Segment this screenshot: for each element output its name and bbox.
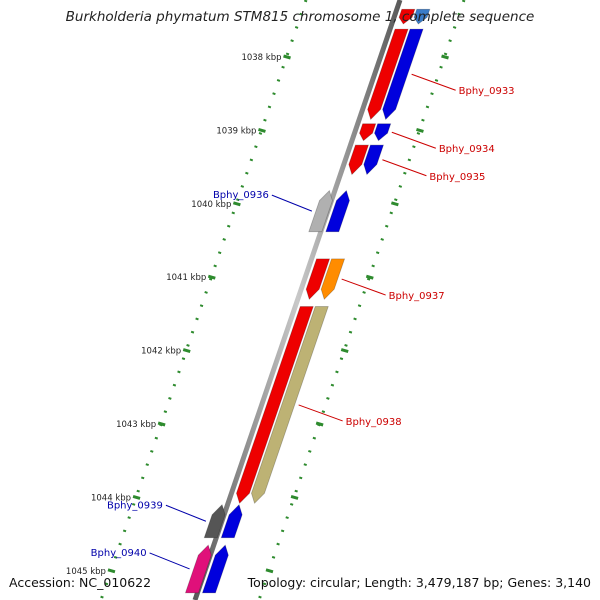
tick-label: 1043 kbp [116, 420, 156, 430]
gene-label-leader [298, 404, 343, 422]
gene-label-leader [411, 73, 456, 91]
tick-label: 1040 kbp [191, 200, 231, 210]
topology-value: circular; [310, 575, 361, 590]
tick-mark-left [157, 421, 166, 427]
tick-mark-left [107, 568, 116, 574]
gene-arrow[interactable] [374, 123, 392, 142]
gene-arrow[interactable] [413, 8, 431, 25]
gene-arrow[interactable] [320, 258, 346, 300]
gene-label[interactable]: Bphy_0940 [91, 548, 147, 559]
tick-mark-left [207, 274, 216, 280]
gene-label-leader [341, 278, 386, 296]
tick-mark-left [258, 127, 266, 133]
gene-arrow[interactable] [305, 258, 331, 300]
tick-label: 1044 kbp [91, 493, 131, 503]
gene-label[interactable]: Bphy_0936 [213, 190, 269, 201]
gene-label[interactable]: Bphy_0939 [107, 500, 163, 511]
gene-arrow[interactable] [348, 144, 369, 176]
accession-label: Accession: [9, 575, 76, 590]
genes-value: 3,140 [555, 575, 591, 590]
gene-arrow[interactable] [201, 544, 229, 594]
tick-mark-right [441, 54, 449, 60]
backbone-line [192, 0, 403, 600]
gene-arrow[interactable] [236, 306, 314, 505]
gene-arrow[interactable] [382, 28, 424, 121]
gene-label-leader [165, 504, 207, 522]
length-value: 3,479,187 bp; [415, 575, 504, 590]
tick-mark-right [290, 494, 299, 500]
gene-arrow[interactable] [203, 503, 226, 539]
gene-arrow[interactable] [398, 8, 416, 25]
tick-label: 1045 kbp [66, 567, 106, 577]
map-title: Burkholderia phymatum STM815 chromosome … [65, 9, 535, 25]
gene-label[interactable]: Bphy_0935 [429, 172, 485, 183]
gene-label[interactable]: Bphy_0938 [346, 417, 402, 428]
gene-label[interactable]: Bphy_0934 [439, 144, 495, 155]
tick-label: 1038 kbp [241, 53, 281, 63]
gene-arrow[interactable] [363, 144, 384, 176]
gene-arrow[interactable] [184, 544, 212, 594]
gene-arrow[interactable] [220, 503, 243, 539]
tick-label: 1042 kbp [141, 347, 181, 357]
tick-mark-right [365, 274, 374, 280]
tick-mark-left [132, 494, 141, 500]
tick-mark-left [182, 348, 191, 354]
sequence-info: Topology: circular; Length: 3,479,187 bp… [248, 575, 591, 590]
gene-arrow[interactable] [251, 306, 329, 505]
gene-arrow[interactable] [308, 189, 333, 233]
length-label: Length: [364, 575, 412, 590]
gene-label-leader [149, 552, 190, 570]
tick-mark-right [390, 201, 399, 207]
gene-label-leader [382, 159, 427, 177]
tick-mark-right [315, 421, 324, 427]
tick-mark-left [283, 54, 291, 60]
gene-arrow[interactable] [367, 28, 409, 121]
topology-label: Topology: [247, 575, 307, 590]
tick-label: 1041 kbp [166, 273, 206, 283]
tick-mark-right [416, 127, 424, 133]
accession-info: Accession: NC_010622 [9, 575, 151, 590]
gene-label[interactable]: Bphy_0937 [389, 291, 445, 302]
accession-value: NC_010622 [79, 575, 152, 590]
tick-mark-left [232, 201, 241, 207]
gene-arrow[interactable] [325, 189, 350, 233]
tick-mark-right [340, 348, 349, 354]
tick-label: 1039 kbp [216, 126, 256, 136]
gene-label[interactable]: Bphy_0933 [459, 86, 515, 97]
genes-label: Genes: [507, 575, 552, 590]
gene-label-leader [271, 194, 313, 212]
gene-arrow[interactable] [359, 123, 377, 142]
gene-label-leader [391, 131, 436, 149]
tick-mark-right [265, 568, 274, 574]
